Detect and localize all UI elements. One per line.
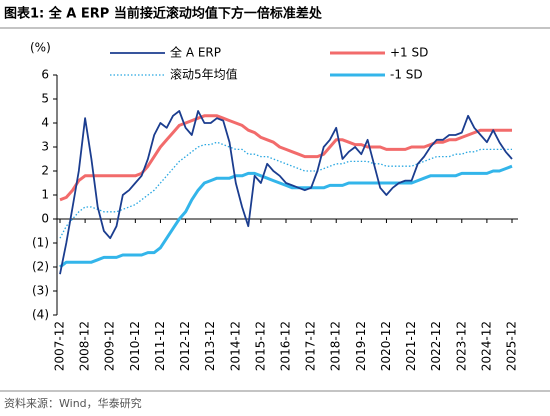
x-tick-label: 2020-12 bbox=[379, 321, 393, 371]
y-tick-label: 0 bbox=[41, 212, 49, 226]
x-tick-label: 2008-12 bbox=[78, 321, 92, 371]
y-tick-label: 2 bbox=[41, 164, 49, 178]
y-tick-label: 4 bbox=[41, 116, 49, 130]
y-tick-label: (4) bbox=[32, 308, 49, 322]
x-tick-label: 2021-12 bbox=[404, 321, 418, 371]
legend-label: 全 A ERP bbox=[170, 45, 221, 60]
x-tick-label: 2011-12 bbox=[153, 321, 167, 371]
x-tick-label: 2009-12 bbox=[103, 321, 117, 371]
x-tick-label: 2023-12 bbox=[454, 321, 468, 371]
y-tick-label: (1) bbox=[32, 236, 49, 250]
x-tick-label: 2013-12 bbox=[203, 321, 217, 371]
series-line bbox=[59, 164, 513, 269]
legend-label: 滚动5年均值 bbox=[170, 67, 238, 82]
x-tick-label: 2017-12 bbox=[304, 321, 318, 371]
legend-label: +1 SD bbox=[390, 46, 428, 60]
x-tick-label: 2022-12 bbox=[429, 321, 443, 371]
y-tick-label: 6 bbox=[41, 68, 49, 82]
x-tick-label: 2016-12 bbox=[279, 321, 293, 371]
y-tick-label: 5 bbox=[41, 92, 49, 106]
x-tick-label: 2014-12 bbox=[228, 321, 242, 371]
x-tick-label: 2019-12 bbox=[354, 321, 368, 371]
y-axis-label: (%) bbox=[30, 41, 51, 55]
y-tick-label: (3) bbox=[32, 284, 49, 298]
x-tick-label: 2012-12 bbox=[178, 321, 192, 371]
y-tick-label: 3 bbox=[41, 140, 49, 154]
x-tick-label: 2010-12 bbox=[128, 321, 142, 371]
chart-title: 图表1: 全 A ERP 当前接近滚动均值下方一倍标准差处 bbox=[4, 6, 323, 22]
x-tick-label: 2015-12 bbox=[253, 321, 267, 371]
x-tick-label: 2007-12 bbox=[53, 321, 67, 371]
x-tick-label: 2024-12 bbox=[479, 321, 493, 371]
y-tick-label: (2) bbox=[32, 260, 49, 274]
y-tick-label: 1 bbox=[41, 188, 49, 202]
series-line bbox=[59, 114, 512, 202]
series-line bbox=[59, 110, 513, 275]
source: 资料来源：Wind，华泰研究 bbox=[4, 396, 142, 410]
x-tick-label: 2025-12 bbox=[505, 321, 519, 371]
legend-label: -1 SD bbox=[390, 68, 423, 82]
x-tick-label: 2018-12 bbox=[329, 321, 343, 371]
